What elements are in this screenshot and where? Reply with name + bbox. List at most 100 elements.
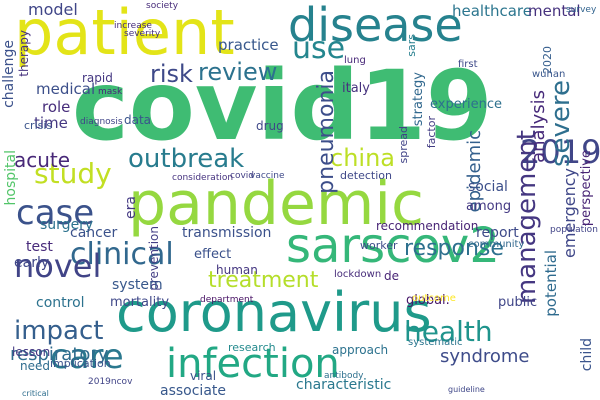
word-lesson: lesson bbox=[12, 345, 51, 359]
word-outbreak: outbreak bbox=[128, 144, 245, 174]
word-associate: associate bbox=[160, 383, 227, 399]
word-analysis: analysis bbox=[528, 90, 549, 163]
word-lockdown: lockdown bbox=[334, 269, 382, 280]
word-increase: increase bbox=[114, 21, 152, 31]
word-response: response bbox=[404, 236, 504, 261]
word-era: era bbox=[123, 196, 139, 219]
word-cancer: cancer bbox=[70, 225, 118, 241]
word-patient: patient bbox=[14, 0, 235, 69]
word-mask: mask bbox=[98, 87, 123, 97]
word-drug: drug bbox=[256, 119, 284, 133]
word-outcome: outcome bbox=[412, 293, 456, 304]
word-effect: effect bbox=[194, 247, 232, 262]
word-italy: italy bbox=[342, 81, 370, 96]
word-survey: survey bbox=[566, 5, 597, 15]
word-practice: practice bbox=[218, 36, 279, 54]
word-diagnosis: diagnosis bbox=[80, 117, 123, 127]
word-potential: potential bbox=[542, 250, 560, 317]
word-health: health bbox=[404, 315, 493, 348]
word-factor: factor bbox=[425, 116, 438, 149]
word-severity: severity bbox=[124, 29, 161, 39]
word-covid19: covid19 bbox=[72, 50, 493, 162]
word-disease: disease bbox=[288, 0, 463, 52]
word-child: child bbox=[579, 338, 595, 372]
word-healthcare: healthcare bbox=[452, 2, 532, 20]
word-data: data bbox=[124, 113, 152, 127]
word-pneumonia: pneumonia bbox=[314, 70, 339, 194]
word-transmission: transmission bbox=[182, 225, 272, 241]
word-first: first bbox=[458, 59, 478, 70]
word-social: social bbox=[468, 179, 508, 195]
word-surgery: surgery bbox=[40, 217, 94, 233]
word-detection: detection bbox=[340, 169, 392, 182]
word-system: system bbox=[112, 277, 163, 293]
word-among: among bbox=[466, 199, 512, 214]
word-community: community bbox=[468, 239, 525, 250]
word-experience: experience bbox=[430, 97, 503, 112]
word-research: research bbox=[228, 341, 276, 354]
word-risk: risk bbox=[150, 60, 193, 88]
word-crisis: crisis bbox=[24, 119, 53, 132]
word-guideline: guideline bbox=[448, 385, 485, 394]
word-rapid: rapid bbox=[82, 71, 113, 85]
word-approach: approach bbox=[332, 343, 389, 357]
word-spread: spread bbox=[397, 126, 410, 164]
word-care: care bbox=[50, 337, 124, 377]
word-strategy: strategy bbox=[411, 72, 426, 127]
word-global: global. bbox=[406, 293, 450, 308]
word-viral: viral bbox=[190, 369, 217, 383]
word-lung: lung bbox=[344, 55, 366, 66]
word-report: report bbox=[476, 225, 519, 241]
word-case: case bbox=[16, 193, 95, 233]
word-novel: novel bbox=[14, 247, 102, 285]
word-respiratory: respiratory bbox=[10, 344, 109, 365]
word-covid: covid bbox=[230, 171, 254, 181]
word-mortality: mortality bbox=[110, 295, 170, 310]
word-department: department bbox=[200, 295, 254, 305]
word-de: de bbox=[384, 269, 399, 283]
word-2019ncov: 2019ncov bbox=[88, 377, 133, 387]
word-society: society bbox=[146, 1, 179, 11]
word-wuhan: wuhan bbox=[532, 69, 566, 80]
word-control: control bbox=[36, 295, 85, 311]
word-use: use bbox=[292, 31, 346, 66]
word-infection: infection bbox=[166, 341, 340, 387]
word-need: need bbox=[20, 359, 50, 373]
word-treatment: treatment bbox=[208, 268, 319, 293]
word-characteristic: characteristic bbox=[296, 377, 392, 393]
word-antibody: antibody bbox=[324, 371, 364, 381]
word-vaccine: vaccine bbox=[250, 171, 285, 181]
word-study: study bbox=[34, 157, 112, 190]
word-acute: acute bbox=[14, 148, 71, 172]
word-critical: critical bbox=[22, 389, 49, 398]
word-human: human bbox=[216, 263, 258, 277]
word-consideration: consideration bbox=[172, 173, 234, 183]
word-emergency: emergency bbox=[560, 168, 579, 258]
word-pandemic: pandemic bbox=[128, 169, 424, 239]
word-therapy: therapy bbox=[17, 30, 31, 77]
word-clinical: clinical bbox=[70, 237, 174, 272]
word-population: population bbox=[550, 225, 598, 235]
word-test: test bbox=[26, 239, 53, 255]
word-china: china bbox=[330, 144, 395, 172]
word-systematic: systematic bbox=[408, 337, 463, 348]
word-hospital: hospital bbox=[3, 150, 19, 206]
word-recommendation: recommendation bbox=[376, 219, 479, 233]
word-worker: worker bbox=[360, 239, 398, 252]
word-early: early bbox=[14, 255, 50, 271]
word-sarscov2: sarscov2 bbox=[286, 218, 500, 274]
word-syndrome: syndrome bbox=[440, 346, 530, 367]
word-sars: sars bbox=[405, 34, 418, 57]
word-mental: mental bbox=[528, 2, 581, 20]
word-medical: medical bbox=[36, 80, 96, 98]
word-public: public bbox=[498, 295, 538, 310]
word-perspective: perspective bbox=[579, 150, 594, 227]
word-time: time bbox=[34, 114, 68, 132]
word-role: role bbox=[42, 98, 71, 116]
word-severe: severe bbox=[546, 80, 576, 168]
word-challenge: challenge bbox=[1, 40, 17, 108]
word-model: model bbox=[28, 0, 78, 19]
word-implication: implication bbox=[50, 357, 111, 370]
word-impact: impact bbox=[14, 316, 104, 346]
